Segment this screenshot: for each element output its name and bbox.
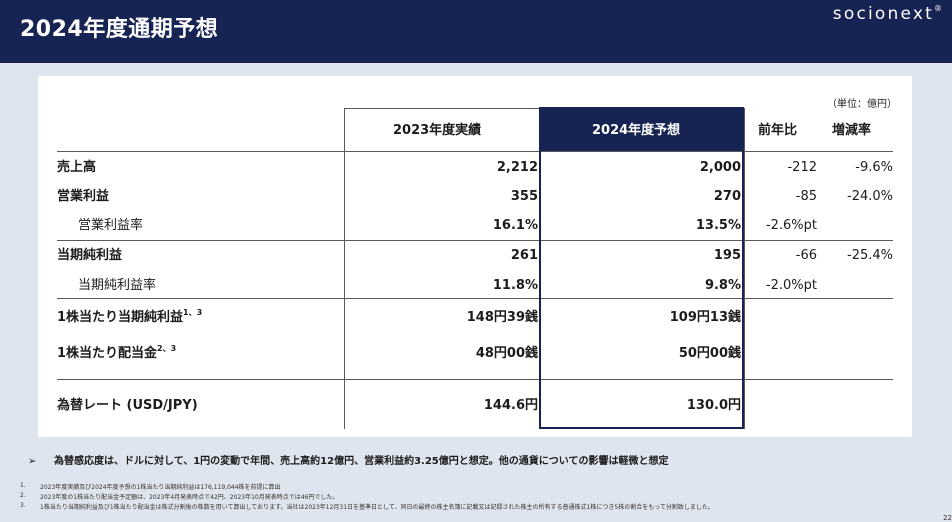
net-margin-2024: 9.8% <box>704 278 741 293</box>
operating-margin-2023: 16.1% <box>492 218 538 233</box>
forecast-column-highlight <box>539 107 744 429</box>
forecast-table-panel <box>38 76 912 437</box>
company-logo: socionext® <box>833 4 942 24</box>
row-divider <box>57 379 893 380</box>
row-label-fx-rate: 為替レート (USD/JPY) <box>57 398 198 413</box>
row-divider <box>57 298 893 299</box>
page-title: 2024年度通期予想 <box>20 17 219 42</box>
row-label-net-margin: 当期純利益率 <box>78 278 157 293</box>
operating-margin-yoy: -2.6%pt <box>765 218 817 233</box>
column-divider <box>744 108 745 429</box>
logo-registered-mark: ® <box>934 4 942 13</box>
footnote-1: 1. 2023年度実績及び2024年度予想の1株当たり当期純利益は176,119… <box>20 482 920 491</box>
eps-2024: 109円13銭 <box>669 310 741 325</box>
page-number: 22 <box>943 514 952 522</box>
row-divider <box>57 151 893 152</box>
column-header-forecast-2024: 2024年度予想 <box>592 123 681 138</box>
footnote-text: 2023年度実績及び2024年度予想の1株当たり当期純利益は176,119,04… <box>40 484 281 491</box>
dividend-2024: 50円00銭 <box>678 346 741 361</box>
unit-note: （単位：億円） <box>827 99 897 110</box>
operating-income-2024: 270 <box>713 189 741 204</box>
net-margin-2023: 11.8% <box>492 278 538 293</box>
forecast-column-header-bg <box>541 109 742 151</box>
column-header-yoy: 前年比 <box>758 123 798 138</box>
row-label-net-income: 当期純利益 <box>57 248 123 263</box>
net-sales-2024: 2,000 <box>699 160 741 175</box>
operating-income-rate: -24.0% <box>847 189 893 204</box>
net-income-yoy: -66 <box>795 248 817 263</box>
column-header-actual-2023: 2023年度実績 <box>393 123 482 138</box>
row-label-operating-margin: 営業利益率 <box>78 218 144 233</box>
net-income-rate: -25.4% <box>847 248 893 263</box>
fx-rate-2023: 144.6円 <box>483 398 538 413</box>
net-sales-2023: 2,212 <box>496 160 538 175</box>
column-divider <box>344 108 345 429</box>
net-sales-rate: -9.6% <box>855 160 893 175</box>
row-label-dividend: 1株当たり配当金2、3 <box>57 344 176 364</box>
footnote-number: 2. <box>20 492 26 499</box>
net-margin-yoy: -2.0%pt <box>765 278 817 293</box>
row-label-operating-income: 営業利益 <box>57 189 110 204</box>
fx-sensitivity-text: 為替感応度は、ドルに対して、1円の変動で年間、売上高約12億円、営業利益約3.2… <box>54 456 669 467</box>
fx-sensitivity-note: ➢ 為替感応度は、ドルに対して、1円の変動で年間、売上高約12億円、営業利益約3.… <box>28 452 668 467</box>
footnote-number: 3. <box>20 502 26 509</box>
dividend-label-text: 1株当たり配当金 <box>57 346 158 361</box>
dividend-2023: 48円00銭 <box>475 346 538 361</box>
footnote-2: 2. 2023年度の1株当たり配当金予定額は、2023年4月発表時点で42円、2… <box>20 492 920 501</box>
eps-label-text: 1株当たり当期純利益 <box>57 310 184 325</box>
eps-2023: 148円39銭 <box>466 310 538 325</box>
arrow-bullet-icon: ➢ <box>28 456 37 467</box>
operating-income-2023: 355 <box>510 189 538 204</box>
table-top-border <box>344 108 540 109</box>
row-label-eps: 1株当たり当期純利益1、3 <box>57 308 202 328</box>
footnote-text: 2023年度の1株当たり配当金予定額は、2023年4月発表時点で42円、2023… <box>40 494 339 501</box>
operating-margin-2024: 13.5% <box>695 218 741 233</box>
net-income-2024: 195 <box>713 248 741 263</box>
column-header-growth-rate: 増減率 <box>832 123 872 138</box>
fx-rate-2024: 130.0円 <box>686 398 741 413</box>
row-label-net-sales: 売上高 <box>57 160 97 175</box>
net-sales-yoy: -212 <box>787 160 817 175</box>
title-bar: 2024年度通期予想 socionext® <box>0 0 952 63</box>
eps-footnote-ref: 1、3 <box>183 308 203 317</box>
footnote-text: 1株当たり当期純利益及び1株当たり配当金は株式分割後の株数を用いて算出しておりま… <box>40 504 714 511</box>
dividend-footnote-ref: 2、3 <box>157 344 177 353</box>
footnote-3: 3. 1株当たり当期純利益及び1株当たり配当金は株式分割後の株数を用いて算出して… <box>20 502 920 511</box>
row-divider <box>57 240 893 241</box>
net-income-2023: 261 <box>510 248 538 263</box>
operating-income-yoy: -85 <box>795 189 817 204</box>
footnote-number: 1. <box>20 482 26 489</box>
logo-text: socionext <box>832 4 934 24</box>
